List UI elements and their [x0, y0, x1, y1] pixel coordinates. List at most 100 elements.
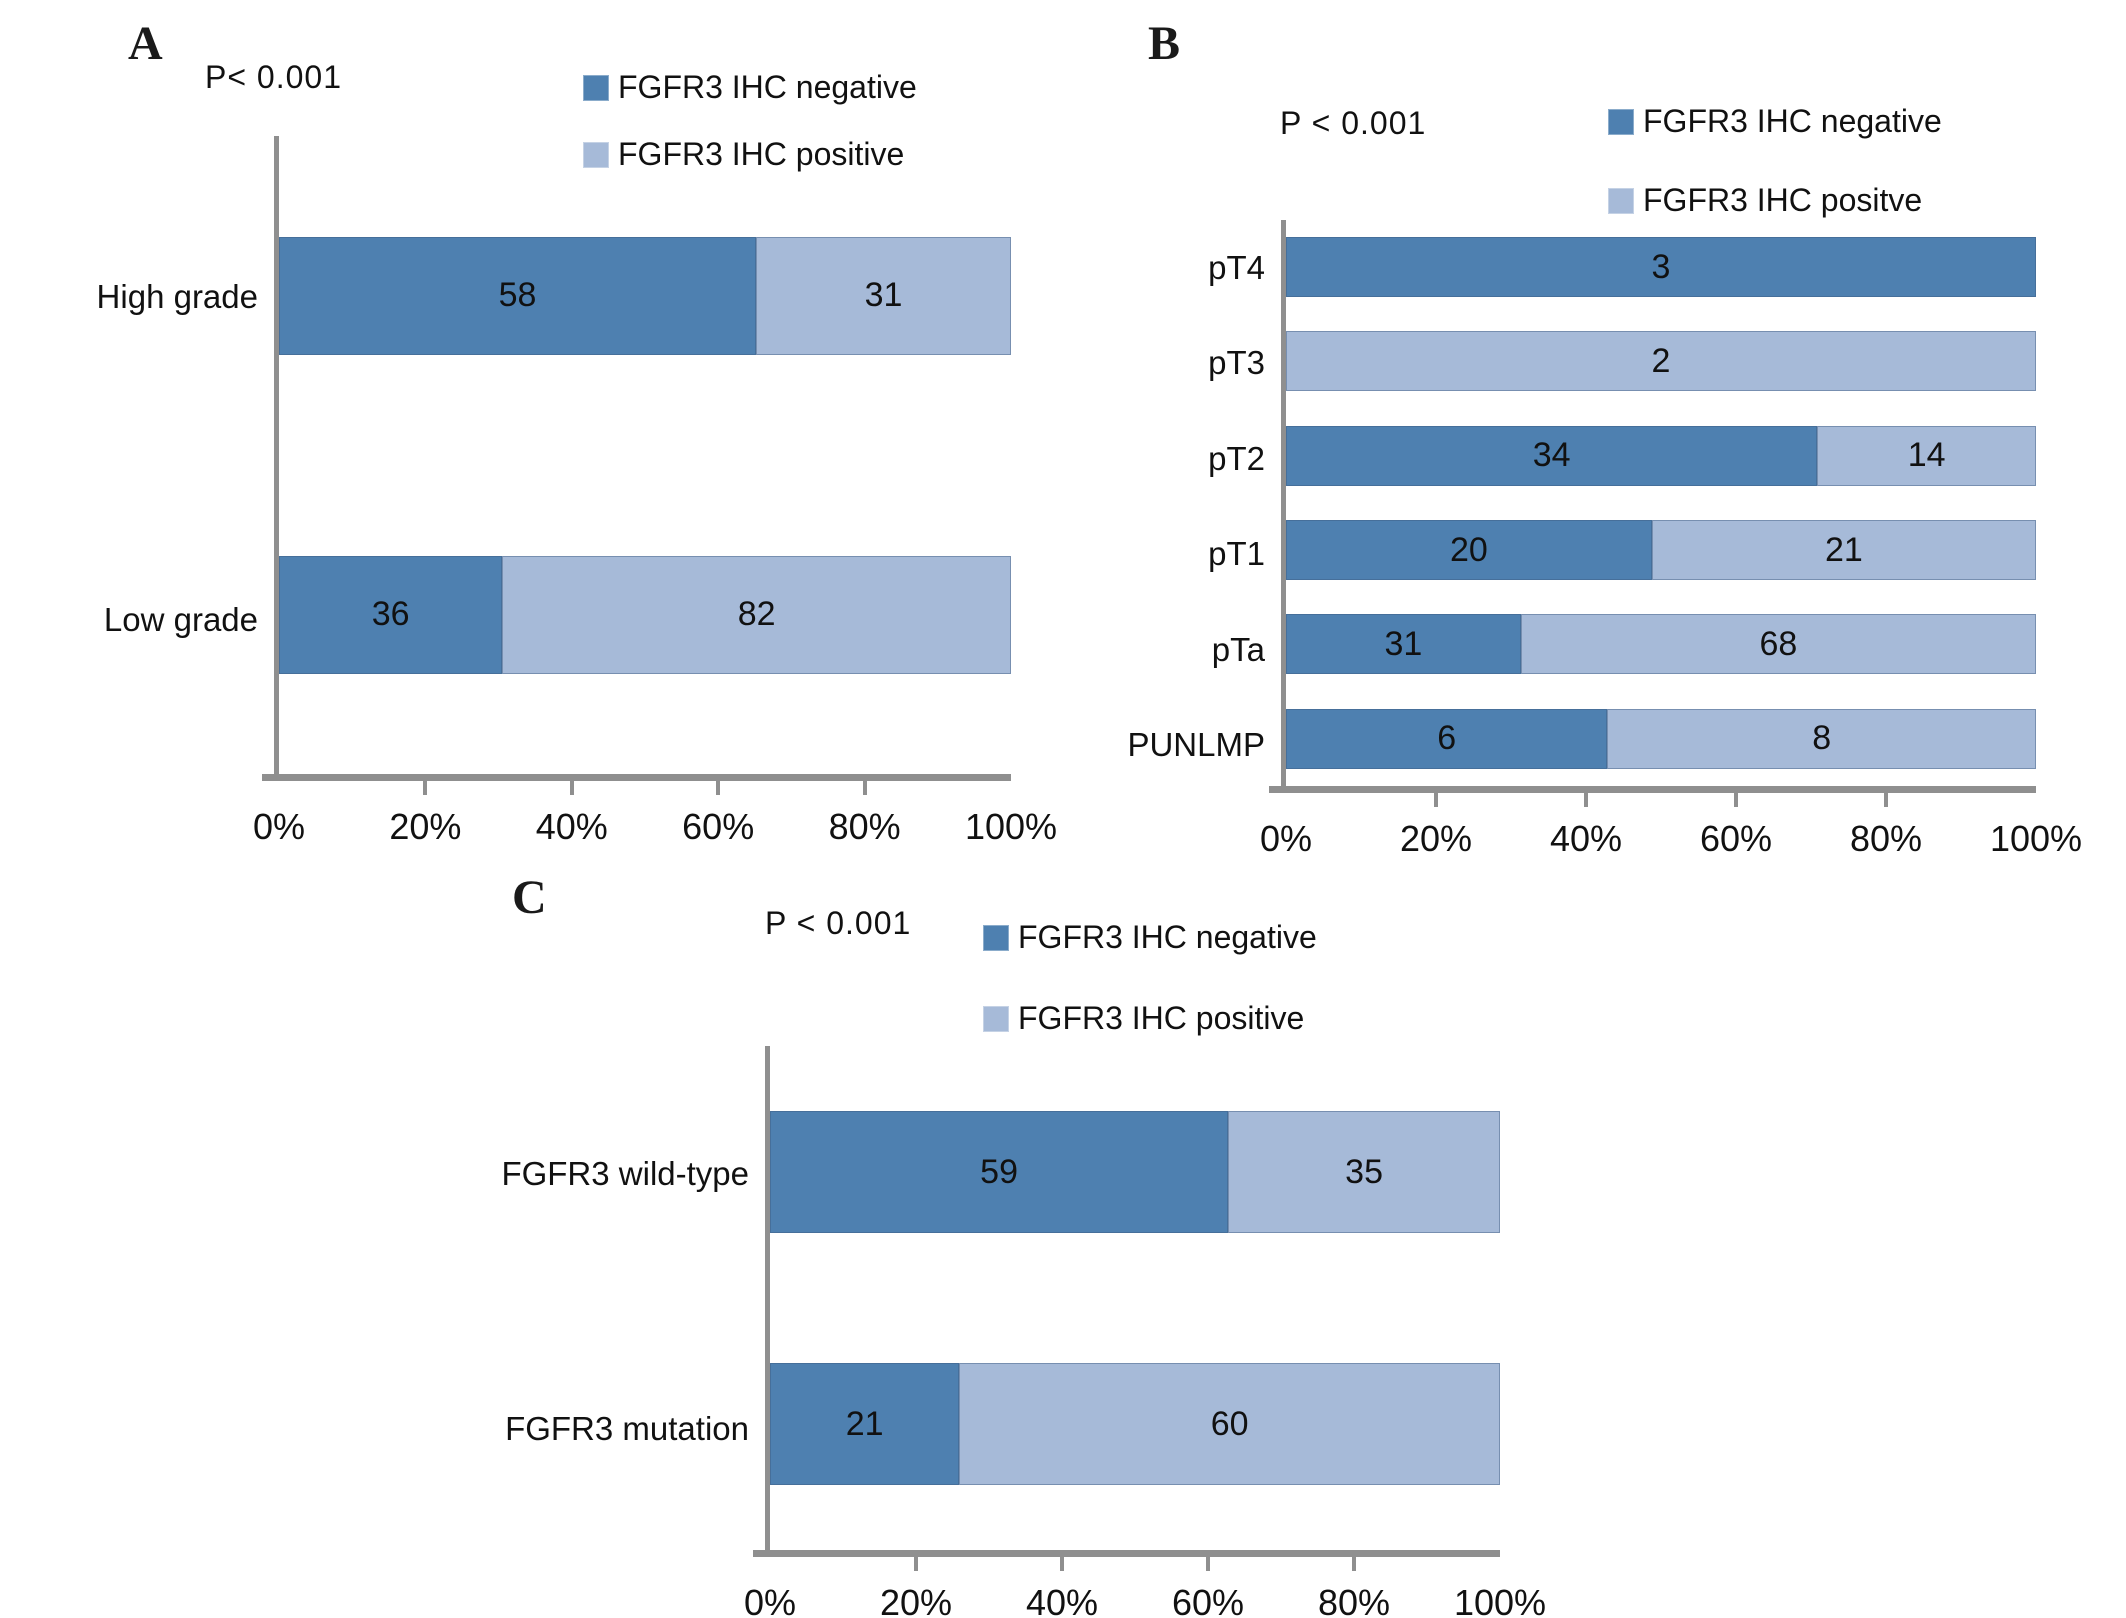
legend-label-negative: FGFR3 IHC negative	[1643, 103, 1942, 139]
legend: FGFR3 IHC negative FGFR3 IHC positve	[1608, 103, 1942, 219]
bar-segment-negative: 36	[279, 555, 503, 674]
chart-row: 3	[1286, 220, 2036, 314]
segment-count: 21	[1825, 530, 1863, 569]
stacked-bar: 36 82	[279, 555, 1011, 674]
bar-segment-positive: 14	[1817, 425, 2036, 486]
panel-b-letter: B	[1148, 17, 1181, 70]
y-axis-labels: FGFR3 wild-type FGFR3 mutation	[497, 1046, 765, 1557]
x-tick-label: 100%	[1453, 1582, 1547, 1618]
legend-item-negative: FGFR3 IHC negative	[983, 919, 1317, 955]
stacked-bar: 21 60	[770, 1363, 1500, 1485]
segment-count: 3	[1651, 247, 1671, 286]
stacked-bar: 2	[1286, 331, 2036, 392]
legend-label-positive: FGFR3 IHC positive	[1018, 1000, 1305, 1037]
category-label: FGFR3 mutation	[505, 1410, 749, 1448]
stacked-bar: 31 68	[1286, 614, 2036, 675]
chart-row: 34 14	[1286, 409, 2036, 503]
chart-row: 20 21	[1286, 503, 2036, 597]
x-tick-label: 40%	[1549, 818, 1623, 859]
bar-segment-positive: 2	[1286, 331, 2036, 392]
panel-a-chart: High grade Low grade 58 31 36 82 0% 20% 40% 60% 8…	[0, 136, 1057, 847]
legend: FGFR3 IHC negative FGFR3 IHC positive	[983, 919, 1317, 1037]
x-tick-mark	[1734, 792, 1738, 807]
category-label: Low grade	[103, 600, 258, 638]
x-tick-label: 80%	[828, 806, 901, 847]
bar-segment-positive: 82	[502, 555, 1011, 674]
x-tick-label: 60%	[1699, 818, 1773, 859]
x-axis-extension	[753, 1550, 765, 1557]
bar-segment-positive: 68	[1520, 614, 2036, 675]
segment-count: 31	[1384, 624, 1423, 663]
y-axis-labels: pT4 pT3 pT2 pT1 pTa PUNLMP	[1127, 220, 1281, 793]
x-tick-label: 0%	[743, 1582, 797, 1618]
plot-area: 58 31 36 82 0% 20% 40% 60% 80% 100%	[253, 136, 1057, 847]
stacked-bar: 58 31	[279, 236, 1011, 355]
bar-segment-positive: 21	[1651, 520, 2036, 581]
stacked-bar: 3	[1286, 237, 2036, 298]
x-tick-label: 60%	[682, 806, 755, 847]
x-axis-extension	[262, 774, 274, 781]
segment-count: 58	[498, 276, 537, 314]
chart-row: 36 82	[279, 455, 1011, 774]
segment-count: 21	[845, 1404, 884, 1443]
bar-segment-negative: 59	[770, 1111, 1229, 1233]
category-label: pT1	[1208, 535, 1265, 573]
chart-row: 31 68	[1286, 597, 2036, 691]
panel-b-chart: pT4 pT3 pT2 pT1 pTa PUNLMP 3 2 34 14 20 21 31 68 6 8 0%…	[1127, 220, 2082, 859]
bar-segment-negative: 3	[1286, 237, 2036, 298]
x-tick-label: 80%	[1317, 1582, 1391, 1618]
chart-row: 2	[1286, 314, 2036, 408]
negative-swatch-icon	[583, 74, 609, 101]
x-tick-mark	[1884, 792, 1888, 807]
segment-count: 59	[980, 1152, 1018, 1191]
bar-segment-negative: 58	[279, 236, 757, 355]
legend-item-positive: FGFR3 IHC positive	[983, 1000, 1317, 1037]
stacked-bar: 20 21	[1286, 520, 2036, 581]
negative-swatch-icon	[983, 924, 1009, 951]
bar-segment-positive: 35	[1228, 1111, 1500, 1233]
segment-count: 35	[1345, 1152, 1383, 1191]
x-tick-label: 60%	[1171, 1582, 1245, 1618]
legend-item-negative: FGFR3 IHC negative	[1608, 103, 1942, 139]
category-label: pT3	[1208, 344, 1265, 382]
x-tick-label: 100%	[964, 806, 1058, 847]
legend: FGFR3 IHC negative FGFR3 IHC positive	[583, 69, 917, 172]
x-tick-label: 100%	[1989, 818, 2083, 859]
x-tick-mark	[1352, 1556, 1356, 1571]
segment-count: 6	[1437, 719, 1457, 758]
panel-b: B P < 0.001 FGFR3 IHC negative FGFR3 IHC …	[1127, 10, 2126, 870]
bar-segment-negative: 20	[1286, 520, 1652, 581]
x-tick-label: 0%	[252, 806, 306, 847]
x-tick-mark	[862, 780, 867, 795]
plot-area: 59 35 21 60 0% 20% 40% 60% 80% 100%	[744, 1046, 1546, 1618]
chart-row: 59 35	[770, 1046, 1500, 1298]
x-tick-label: 20%	[389, 806, 462, 847]
panel-c: C P < 0.001 FGFR3 IHC negative FGFR3 IHC …	[497, 872, 1637, 1618]
bar-segment-positive: 31	[756, 236, 1011, 355]
x-tick-label: 0%	[1259, 818, 1313, 859]
positive-swatch-icon	[1608, 187, 1634, 214]
segment-count: 2	[1651, 341, 1671, 380]
legend-item-negative: FGFR3 IHC negative	[583, 69, 917, 105]
panel-c-chart: FGFR3 wild-type FGFR3 mutation 59 35 21 60 0%…	[497, 1046, 1546, 1618]
panel-a-p-value: P< 0.001	[205, 59, 342, 95]
segment-count: 8	[1812, 719, 1832, 758]
panel-c-p-value: P < 0.001	[765, 905, 912, 941]
x-tick-label: 40%	[535, 806, 608, 847]
segment-count: 31	[864, 276, 903, 314]
stacked-bar: 34 14	[1286, 425, 2036, 486]
negative-swatch-icon	[1608, 108, 1634, 135]
stacked-bar: 59 35	[770, 1111, 1500, 1233]
segment-count: 14	[1907, 436, 1946, 475]
segment-count: 68	[1759, 624, 1798, 663]
category-label: pT4	[1208, 248, 1265, 286]
legend-label-positive: FGFR3 IHC positve	[1643, 182, 1923, 219]
x-tick-mark	[1434, 792, 1438, 807]
positive-swatch-icon	[983, 1005, 1009, 1032]
x-tick-label: 20%	[879, 1582, 953, 1618]
x-tick-label: 40%	[1025, 1582, 1099, 1618]
x-tick-mark	[716, 780, 721, 795]
